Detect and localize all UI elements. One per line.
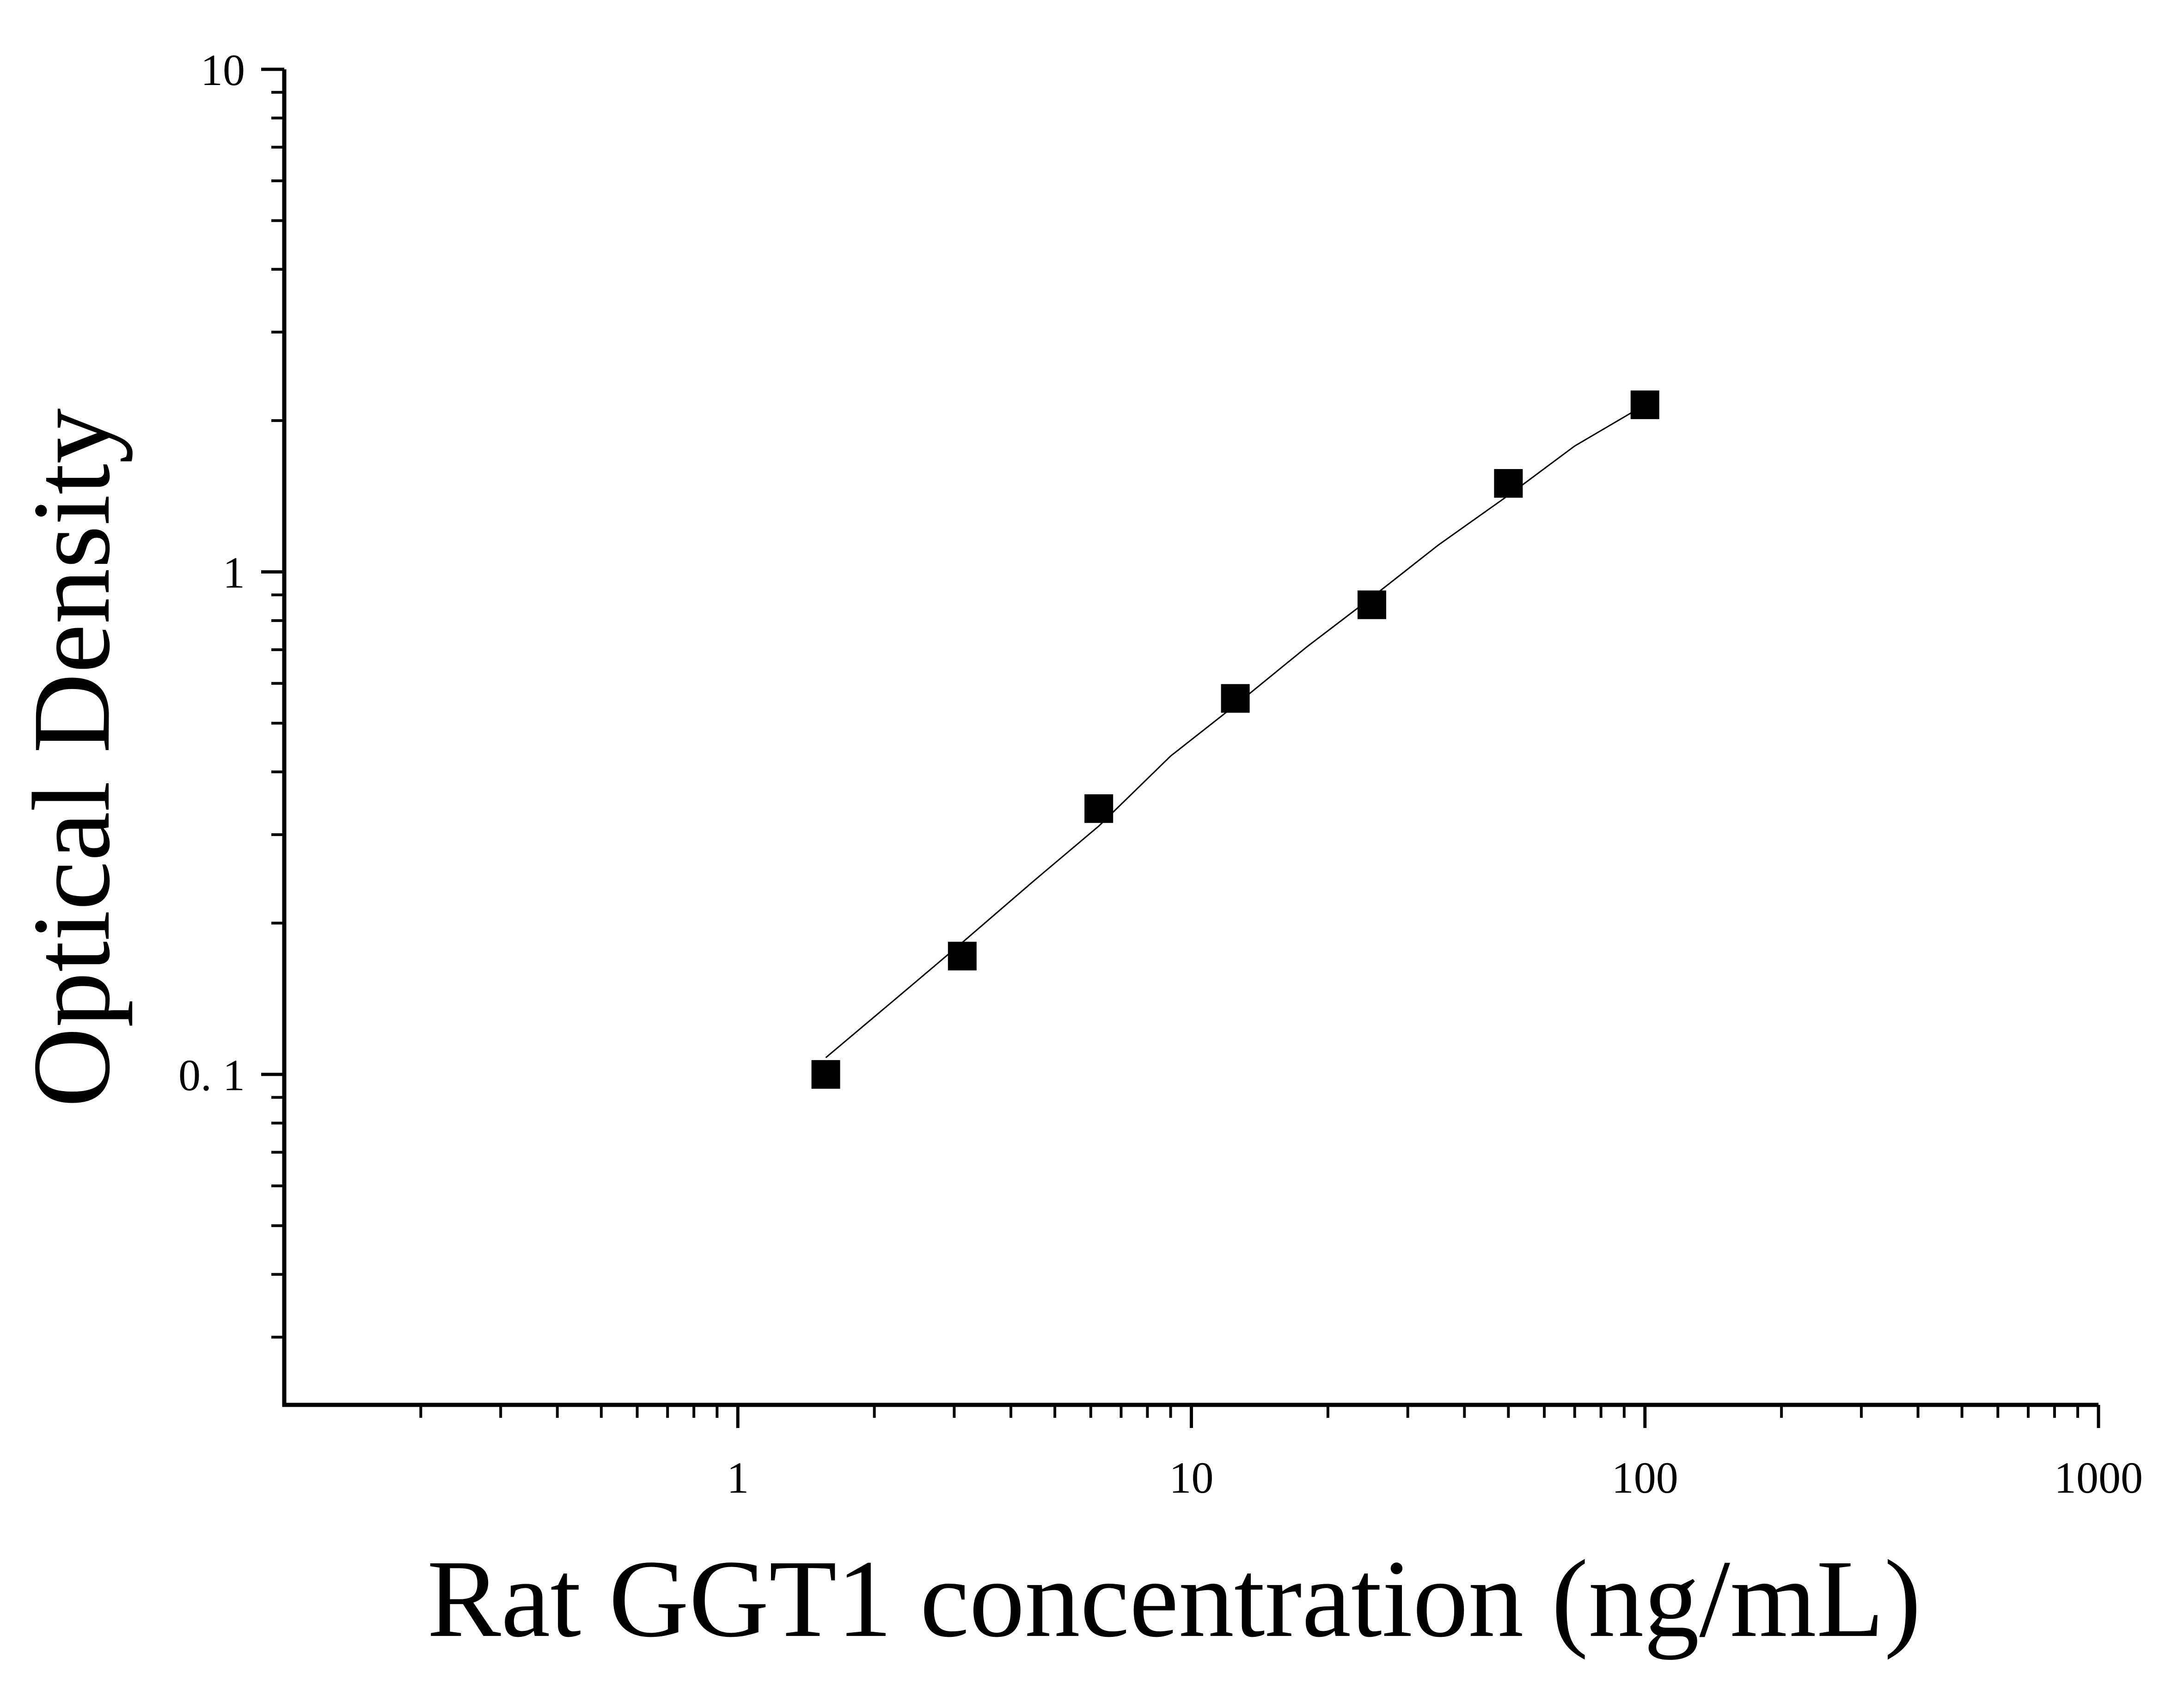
y-tick-label: 10 [201,45,245,95]
x-tick-labels: 1 10 100 1000 [727,1453,2143,1502]
x-axis-title: Rat GGT1 concentration (ng/mL) [427,1537,1921,1660]
x-tick-label: 100 [1612,1453,1678,1502]
x-tick-label: 10 [1169,1453,1214,1502]
data-point [811,1060,840,1089]
y-tick-label: 0. 1 [178,1050,245,1100]
data-point [948,941,977,970]
data-points [811,390,1659,1089]
data-point [1494,469,1523,498]
y-axis-title: Optical Density [10,408,133,1107]
data-point [1357,590,1386,619]
x-tick-label: 1 [727,1453,749,1502]
data-point [1221,684,1250,713]
x-tick-label: 1000 [2054,1453,2143,1502]
data-point [1630,390,1659,419]
y-tick-label: 1 [223,548,245,597]
data-point [1084,794,1113,823]
y-tick-labels: 0. 1 1 10 [178,45,245,1100]
axis-ticks [261,67,2100,1428]
